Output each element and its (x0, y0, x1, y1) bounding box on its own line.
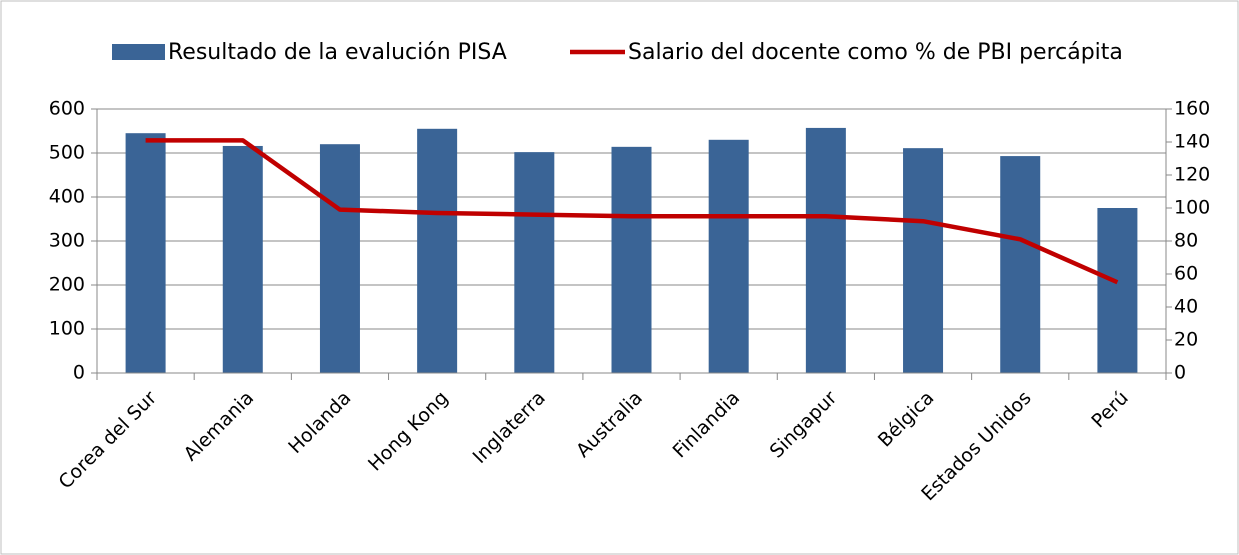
y2-tick-label: 40 (1174, 296, 1198, 318)
bar (222, 145, 263, 373)
y-tick-label: 100 (49, 318, 85, 340)
bar (417, 128, 458, 373)
y2-tick-label: 20 (1174, 329, 1198, 351)
bar (125, 133, 166, 373)
y2-tick-label: 0 (1174, 362, 1186, 384)
y-tick-label: 200 (49, 274, 85, 296)
line (145, 138, 1119, 285)
y2-tick-label: 100 (1174, 197, 1210, 219)
bar (708, 139, 749, 373)
y-tick-label: 500 (49, 142, 85, 164)
y-tick-label: 300 (49, 230, 85, 252)
y2-tick-label: 140 (1174, 131, 1210, 153)
bar (611, 146, 652, 373)
bar (1097, 208, 1138, 373)
legend-swatch (112, 44, 165, 60)
bar (805, 127, 846, 373)
legend-label: Resultado de la evalución PISA (168, 40, 507, 65)
bar (514, 152, 555, 373)
bar (1000, 156, 1041, 373)
y-tick-label: 400 (49, 186, 85, 208)
bar (319, 144, 360, 373)
y-tick-label: 0 (73, 362, 85, 384)
y2-tick-label: 60 (1174, 263, 1198, 285)
y2-tick-label: 80 (1174, 230, 1198, 252)
legend-label: Salario del docente como % de PBI percáp… (628, 40, 1123, 65)
y2-tick-label: 160 (1174, 98, 1210, 120)
y2-tick-label: 120 (1174, 164, 1210, 186)
y-tick-label: 600 (49, 98, 85, 120)
bar (903, 148, 944, 373)
